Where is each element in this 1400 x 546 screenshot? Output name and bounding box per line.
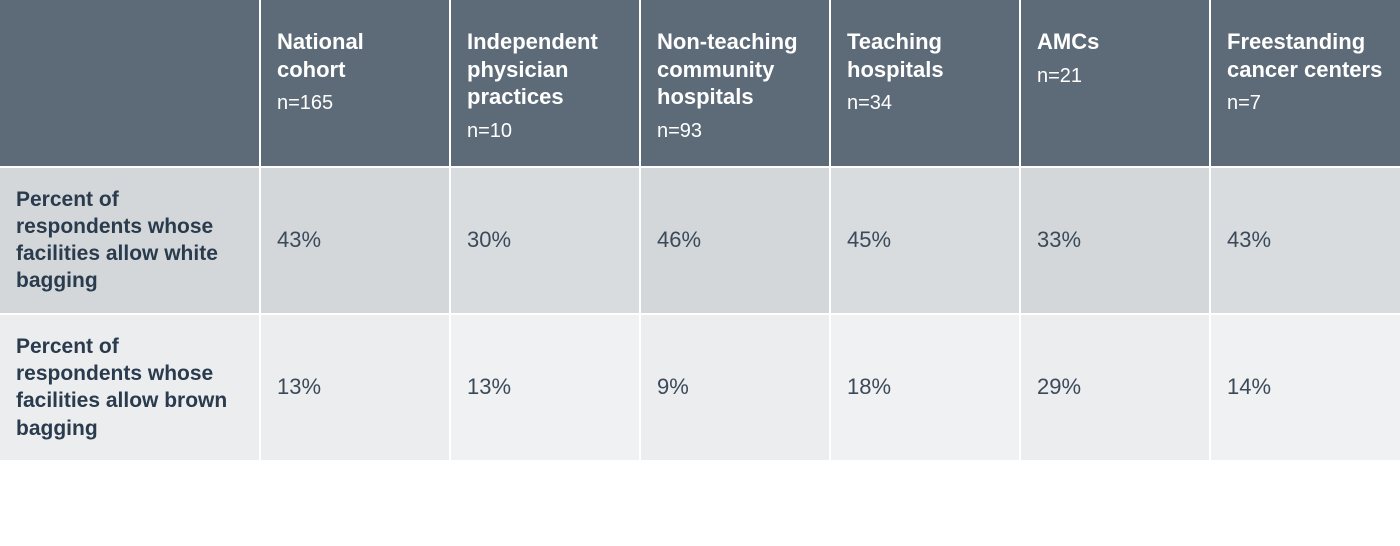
col-header: Non-teaching community hospitals n=93 <box>640 0 830 167</box>
data-table: National cohort n=165 Independent physic… <box>0 0 1400 462</box>
table-row: Percent of respondents whose facilities … <box>0 314 1400 461</box>
cell: 14% <box>1210 314 1400 461</box>
col-n: n=165 <box>277 91 433 116</box>
cell: 18% <box>830 314 1020 461</box>
row-label: Percent of respondents whose facilities … <box>0 167 260 314</box>
col-header: AMCs n=21 <box>1020 0 1210 167</box>
col-title: Independent physician practices <box>467 29 598 109</box>
col-title: Teaching hospitals <box>847 29 944 82</box>
table-row: Percent of respondents whose facilities … <box>0 167 1400 314</box>
col-header: National cohort n=165 <box>260 0 450 167</box>
col-header: Freestanding cancer centers n=7 <box>1210 0 1400 167</box>
col-n: n=21 <box>1037 64 1193 89</box>
col-title: AMCs <box>1037 29 1099 54</box>
header-blank <box>0 0 260 167</box>
cell: 33% <box>1020 167 1210 314</box>
bagging-table: National cohort n=165 Independent physic… <box>0 0 1400 462</box>
col-n: n=93 <box>657 119 813 144</box>
cell: 29% <box>1020 314 1210 461</box>
col-header: Independent physician practices n=10 <box>450 0 640 167</box>
col-title: Non-teaching community hospitals <box>657 29 798 109</box>
col-n: n=10 <box>467 119 623 144</box>
col-title: National cohort <box>277 29 364 82</box>
cell: 30% <box>450 167 640 314</box>
cell: 46% <box>640 167 830 314</box>
cell: 13% <box>450 314 640 461</box>
row-label: Percent of respondents whose facilities … <box>0 314 260 461</box>
col-n: n=7 <box>1227 91 1384 116</box>
cell: 43% <box>260 167 450 314</box>
cell: 13% <box>260 314 450 461</box>
col-header: Teaching hospitals n=34 <box>830 0 1020 167</box>
cell: 43% <box>1210 167 1400 314</box>
col-title: Freestanding cancer centers <box>1227 29 1382 82</box>
cell: 9% <box>640 314 830 461</box>
col-n: n=34 <box>847 91 1003 116</box>
header-row: National cohort n=165 Independent physic… <box>0 0 1400 167</box>
cell: 45% <box>830 167 1020 314</box>
